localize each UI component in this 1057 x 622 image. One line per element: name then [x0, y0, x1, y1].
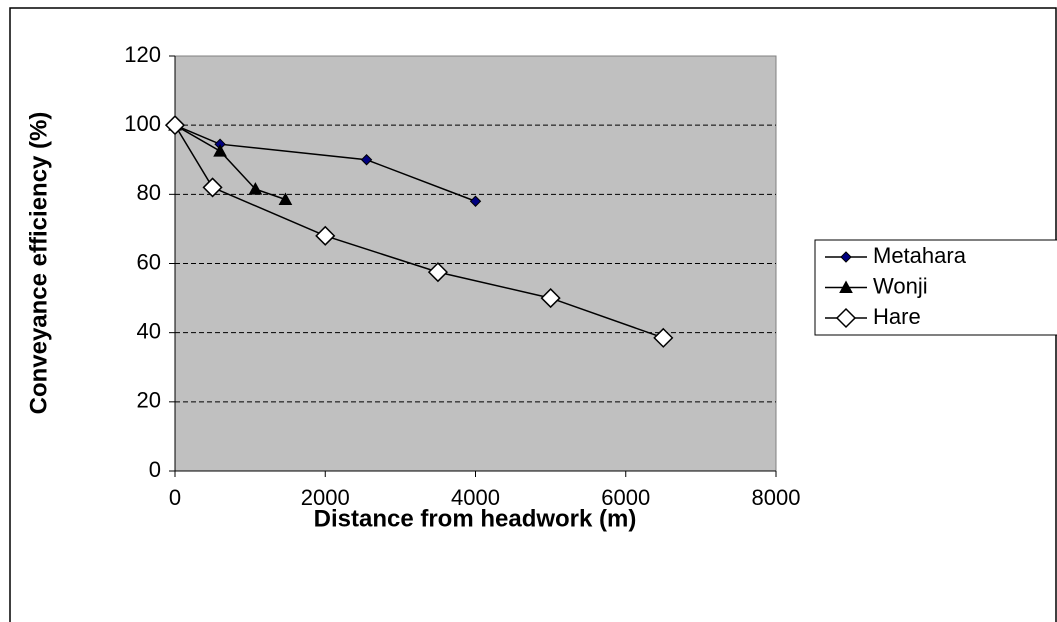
marker [360, 154, 373, 166]
x-tick-label: 4000 [451, 485, 500, 510]
marker [213, 144, 227, 157]
marker [164, 115, 186, 136]
marker [202, 177, 223, 198]
y-tick-label: 80 [137, 180, 161, 205]
y-tick-label: 20 [137, 388, 161, 413]
legend-label: Wonji [873, 273, 928, 298]
x-tick-label: 0 [169, 485, 181, 510]
y-tick-label: 0 [149, 457, 161, 482]
legend-marker [839, 280, 853, 293]
marker [469, 195, 482, 207]
marker [653, 327, 674, 348]
marker [248, 182, 263, 195]
marker [540, 288, 561, 309]
x-tick-label: 2000 [301, 485, 350, 510]
legend-label: Hare [873, 304, 921, 329]
x-tick-label: 8000 [752, 485, 801, 510]
y-tick-label: 100 [124, 111, 161, 136]
legend-marker [835, 307, 857, 329]
y-tick-label: 120 [124, 42, 161, 67]
legend-marker [840, 251, 852, 263]
series-line [174, 124, 476, 202]
marker [315, 225, 336, 246]
y-tick-label: 40 [137, 318, 161, 343]
marker [278, 192, 293, 206]
y-tick-label: 60 [137, 249, 161, 274]
series-line [174, 124, 664, 339]
marker [427, 262, 448, 283]
x-tick-label: 6000 [601, 485, 650, 510]
legend-label: Metahara [873, 243, 967, 268]
y-axis-title: Conveyance efficiency (%) [25, 112, 52, 415]
x-axis-title: Distance from headwork (m) [314, 505, 637, 532]
series-line [174, 124, 286, 201]
